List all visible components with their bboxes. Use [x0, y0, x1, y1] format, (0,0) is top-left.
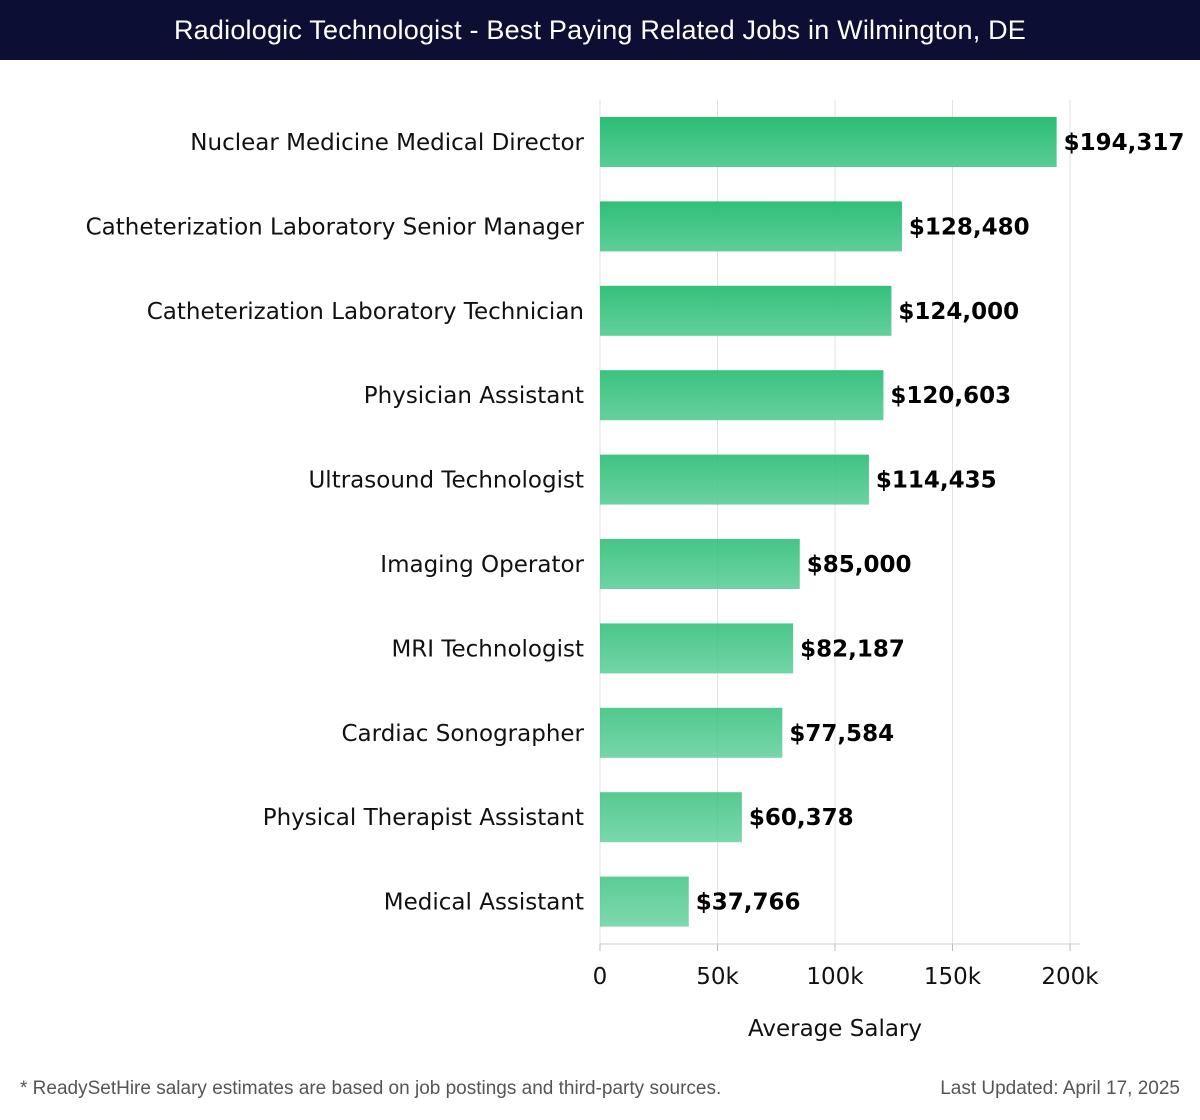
- salary-bar-chart: 0 50k 100k 150k 200k Average Salary Nuclear M…: [86, 100, 1185, 1042]
- value-label: $124,000: [898, 299, 1019, 325]
- value-label: $128,480: [909, 214, 1030, 240]
- category-label: Ultrasound Technologist: [308, 468, 584, 494]
- bars: [600, 117, 1057, 927]
- bar: [600, 792, 742, 843]
- bar: [600, 117, 1057, 167]
- bar: [600, 707, 783, 758]
- value-label: $37,766: [696, 890, 801, 916]
- labels: Nuclear Medicine Medical Director $194,31…: [86, 130, 1185, 916]
- bar: [600, 623, 794, 674]
- category-label: Nuclear Medicine Medical Director: [190, 130, 584, 156]
- bar: [600, 539, 800, 589]
- category-label: MRI Technologist: [391, 636, 584, 662]
- bar: [600, 285, 892, 336]
- value-label: $60,378: [749, 805, 854, 831]
- category-label: Physical Therapist Assistant: [263, 805, 584, 831]
- x-tick-label: 150k: [924, 964, 982, 990]
- x-axis-title: Average Salary: [748, 1016, 922, 1042]
- category-label: Catheterization Laboratory Technician: [147, 299, 584, 325]
- value-label: $120,603: [890, 383, 1011, 409]
- value-label: $77,584: [789, 721, 894, 747]
- footer-note: * ReadySetHire salary estimates are base…: [20, 1078, 722, 1099]
- chart-title-bar: Radiologic Technologist - Best Paying Re…: [0, 0, 1200, 60]
- bar: [600, 876, 689, 927]
- category-label: Medical Assistant: [384, 890, 584, 916]
- value-label: $82,187: [800, 636, 905, 662]
- value-label: $85,000: [807, 552, 912, 578]
- bar: [600, 454, 869, 505]
- x-tick-label: 100k: [806, 964, 864, 990]
- x-tick-label: 0: [593, 964, 608, 990]
- value-label: $114,435: [876, 468, 997, 494]
- x-tick-label: 50k: [696, 964, 739, 990]
- category-label: Catheterization Laboratory Senior Manage…: [86, 214, 585, 240]
- bar: [600, 201, 902, 252]
- value-label: $194,317: [1064, 130, 1185, 156]
- category-label: Physician Assistant: [364, 383, 584, 409]
- category-label: Imaging Operator: [380, 552, 584, 578]
- category-label: Cardiac Sonographer: [342, 721, 585, 747]
- x-axis: 0 50k 100k 150k 200k Average Salary: [593, 943, 1099, 1042]
- footer-updated: Last Updated: April 17, 2025: [940, 1078, 1180, 1099]
- x-tick-label: 200k: [1041, 964, 1099, 990]
- chart-title: Radiologic Technologist - Best Paying Re…: [173, 14, 1027, 45]
- bar: [600, 370, 884, 421]
